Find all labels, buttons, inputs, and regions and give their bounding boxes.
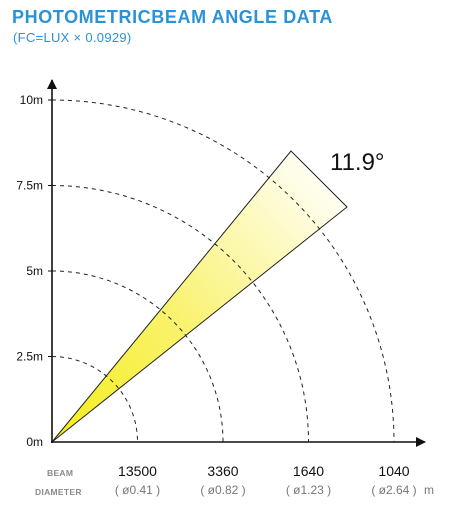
y-axis-label: 0m <box>26 435 43 449</box>
beam-label: BEAM <box>47 468 73 478</box>
distance-rings <box>51 99 395 443</box>
lux-value-label: 3360 <box>207 463 238 479</box>
y-axis-labels: 0m 2.5m 5m 7.5m 10m <box>16 93 52 449</box>
beam-angle-label: 11.9° <box>330 149 385 176</box>
y-axis-label: 5m <box>26 264 43 278</box>
lux-value-label: 13500 <box>118 463 157 479</box>
beam-diameter-label: ( ø2.64 ) <box>371 483 416 497</box>
beam-diameter-label: ( ø0.41 ) <box>115 483 160 497</box>
page-subtitle: (FC=LUX × 0.0929) <box>13 30 132 45</box>
lux-value-label: 1640 <box>293 463 324 479</box>
diameter-label: DIAMETER <box>35 487 82 497</box>
beam-cone <box>51 150 348 443</box>
distance-ring-3 <box>51 185 309 443</box>
lux-value-label: 1040 <box>378 463 409 479</box>
y-axis-label: 2.5m <box>16 350 43 364</box>
page-title: PHOTOMETRICBEAM ANGLE DATA <box>12 7 333 27</box>
diameter-unit: m <box>424 483 434 497</box>
beam-diameter-label: ( ø1.23 ) <box>286 483 331 497</box>
ring-value-labels: 13500 ( ø0.41 ) 3360 ( ø0.82 ) 1640 ( ø1.23 )… <box>115 463 417 497</box>
beam-diameter-label: ( ø0.82 ) <box>200 483 245 497</box>
y-axis-label: 10m <box>20 93 43 107</box>
y-axis-label: 7.5m <box>16 179 43 193</box>
distance-ring-4 <box>51 99 395 443</box>
distance-ring-1 <box>51 356 138 443</box>
